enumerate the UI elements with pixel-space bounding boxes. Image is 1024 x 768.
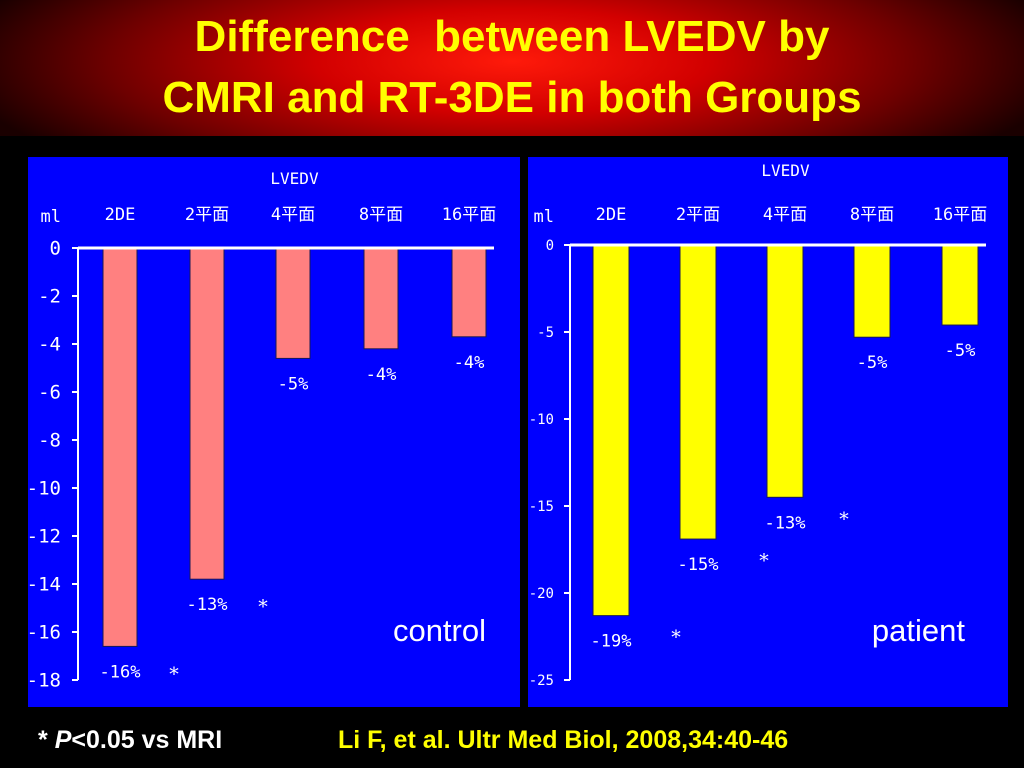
patient-y-axis-label: ml [534,207,554,227]
control-bar [451,247,487,338]
control-bar-label: -13% [187,595,228,615]
control-bar [102,247,138,647]
control-y-tick-label: -14 [28,574,61,596]
control-y-tick-label: -4 [38,334,61,356]
footnote-text: <0.05 vs MRI [71,726,223,754]
control-y-tick-label: -18 [28,670,61,692]
patient-group-label: patient [872,613,965,648]
patient-bar [766,244,804,498]
patient-bar [941,244,979,326]
patient-significance-star: * [671,627,681,649]
patient-significance-star: * [839,508,849,530]
control-category-label: 16平面 [442,205,496,225]
control-bar-label: -4% [454,353,485,373]
patient-bar [679,244,717,540]
footnote-star: * [38,726,55,754]
control-y-tick-label: 0 [50,238,61,260]
patient-category-label: 8平面 [850,205,894,225]
patient-category-label: 16平面 [933,205,987,225]
control-bar [189,247,225,580]
control-significance-star: * [258,596,268,618]
patient-bar-label: -5% [857,353,888,373]
control-category-label: 2平面 [185,205,229,225]
control-y-tick-label: -10 [28,478,61,500]
control-y-tick-label: -2 [38,286,61,308]
control-bar [275,247,311,359]
title-band: Difference between LVEDV by CMRI and RT-… [0,0,1024,136]
patient-bar-label: -19% [591,632,632,652]
patient-y-tick-label: -15 [529,499,554,515]
title-line-2: CMRI and RT-3DE in both Groups [162,73,862,122]
significance-footnote: * P<0.05 vs MRI [38,726,222,755]
control-y-tick-label: -16 [28,622,61,644]
patient-y-tick-label: -25 [529,673,554,689]
control-bar-label: -16% [100,662,141,682]
patient-bar-label: -13% [765,513,806,533]
patient-significance-star: * [759,550,769,572]
patient-bar-label: -15% [678,555,719,575]
control-y-tick-label: -12 [28,526,61,548]
control-chart-title: LVEDV [270,169,319,188]
control-group-label: control [393,613,486,648]
citation: Li F, et al. Ultr Med Biol, 2008,34:40-4… [338,726,789,754]
patient-category-label: 2DE [596,205,627,225]
patient-y-tick-label: -5 [537,325,554,341]
control-bar-label: -4% [366,365,397,385]
patient-category-label: 2平面 [676,205,720,225]
footnote-p: P [54,726,72,754]
control-category-label: 8平面 [359,205,403,225]
control-category-label: 2DE [105,205,136,225]
patient-chart-panel: LVEDV ml 2DE 2平面 4平面 8平面 16平面 0 -5 -10 -15 -20 -25 -1… [528,157,1008,707]
control-bar-chart: LVEDV ml 2DE 2平面 4平面 8平面 16平面 0 -2 -4 -6 -8 -10 -12 -1… [28,169,496,692]
control-y-tick-label: -6 [38,382,61,404]
patient-y-tick-label: -10 [529,412,554,428]
patient-category-label: 4平面 [763,205,807,225]
control-category-label: 4平面 [271,205,315,225]
patient-bar-label: -5% [945,341,976,361]
patient-bar [592,244,630,617]
control-bar [363,247,399,350]
control-bar-label: -5% [278,374,309,394]
control-significance-star: * [169,663,179,685]
patient-chart-title: LVEDV [761,161,810,180]
title-line-1: Difference between LVEDV by [194,12,830,61]
control-y-tick-label: -8 [38,430,61,452]
patient-bar [853,244,891,338]
patient-bar-chart: LVEDV ml 2DE 2平面 4平面 8平面 16平面 0 -5 -10 -15 -20 -25 -1… [529,161,988,689]
patient-y-tick-label: 0 [546,238,554,254]
patient-y-tick-label: -20 [529,586,554,602]
control-y-axis-label: ml [41,207,61,227]
control-chart-panel: LVEDV ml 2DE 2平面 4平面 8平面 16平面 0 -2 -4 -6 -8 -10 -12 -1… [28,157,520,707]
